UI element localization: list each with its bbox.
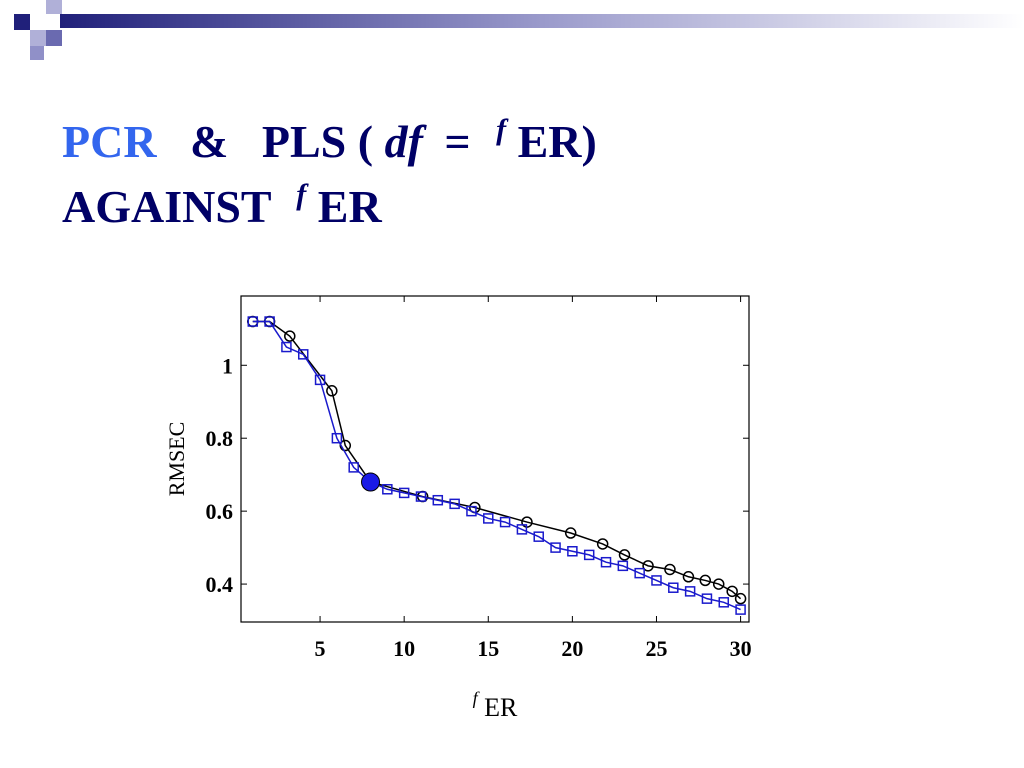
point-marker xyxy=(735,604,746,615)
point-marker xyxy=(297,349,309,360)
title-part: PCR xyxy=(62,116,157,167)
x-tick-label: 5 xyxy=(315,636,326,661)
point-marker xyxy=(281,341,292,353)
point-marker xyxy=(564,527,577,539)
point-marker xyxy=(516,524,528,535)
point-marker xyxy=(726,585,738,598)
y-tick-label: 0.8 xyxy=(206,426,234,451)
slide-decoration xyxy=(14,0,1024,60)
point-marker xyxy=(398,487,410,499)
x-axis-label-main: ER xyxy=(484,693,518,722)
point-marker xyxy=(596,538,609,550)
x-axis-label-sup: f xyxy=(473,688,481,708)
point-marker xyxy=(701,593,713,604)
point-marker xyxy=(432,494,444,506)
slide-title-line2: AGAINST f ER xyxy=(62,163,382,232)
title-part: AGAINST xyxy=(62,181,271,232)
title-part: ER xyxy=(318,181,383,232)
point-marker xyxy=(415,491,427,502)
point-marker xyxy=(483,513,494,524)
point-marker xyxy=(348,462,359,473)
point-marker xyxy=(264,316,275,327)
y-axis-label: RMSEC xyxy=(164,422,189,497)
point-marker xyxy=(668,582,679,593)
title-part: = xyxy=(444,116,470,167)
point-marker xyxy=(331,432,343,444)
x-tick-label: 20 xyxy=(561,636,583,661)
point-marker xyxy=(284,330,296,342)
point-marker xyxy=(618,549,631,561)
point-marker xyxy=(567,546,578,557)
title-part: ER) xyxy=(518,116,597,167)
highlight-point xyxy=(361,472,381,492)
chart: RMSEC f ER 5 10 15 20 25 30 0.4 0.6 0.8 1 xyxy=(164,295,752,722)
point-marker xyxy=(499,516,511,528)
x-tick-label: 15 xyxy=(477,636,499,661)
point-marker xyxy=(314,374,326,386)
point-marker xyxy=(634,567,645,579)
x-tick-label: 30 xyxy=(730,636,752,661)
title-part: df xyxy=(385,116,428,167)
point-marker xyxy=(699,574,712,587)
y-tick-label: 0.6 xyxy=(206,499,234,524)
x-tick-label: 10 xyxy=(393,636,415,661)
plot-frame xyxy=(240,295,750,623)
series-line xyxy=(252,320,742,600)
point-marker xyxy=(712,578,725,590)
series-line xyxy=(252,320,741,611)
y-tick-label: 0.4 xyxy=(206,572,234,597)
point-marker xyxy=(664,563,676,576)
point-marker xyxy=(684,586,696,597)
point-marker xyxy=(682,571,695,583)
point-marker xyxy=(734,592,747,605)
point-marker xyxy=(550,542,561,553)
title-part: f xyxy=(296,178,309,211)
point-marker xyxy=(642,560,654,572)
point-marker xyxy=(449,498,460,510)
point-marker xyxy=(651,575,662,586)
point-marker xyxy=(718,597,730,608)
title-part: PLS ( xyxy=(262,116,373,167)
point-marker xyxy=(533,531,544,542)
point-marker xyxy=(466,505,477,517)
point-marker xyxy=(247,316,259,327)
y-tick-label: 1 xyxy=(222,353,233,378)
x-tick-label: 25 xyxy=(645,636,667,661)
title-part: & xyxy=(190,116,228,167)
point-marker xyxy=(326,385,338,397)
title-part: f xyxy=(496,113,509,146)
point-marker xyxy=(617,560,629,572)
point-marker xyxy=(583,549,595,561)
x-axis-label: f ER xyxy=(473,681,518,722)
point-marker xyxy=(600,556,612,568)
point-marker xyxy=(382,484,393,495)
slide-title-line1: PCR & PLS ( df = f ER) xyxy=(62,98,597,167)
